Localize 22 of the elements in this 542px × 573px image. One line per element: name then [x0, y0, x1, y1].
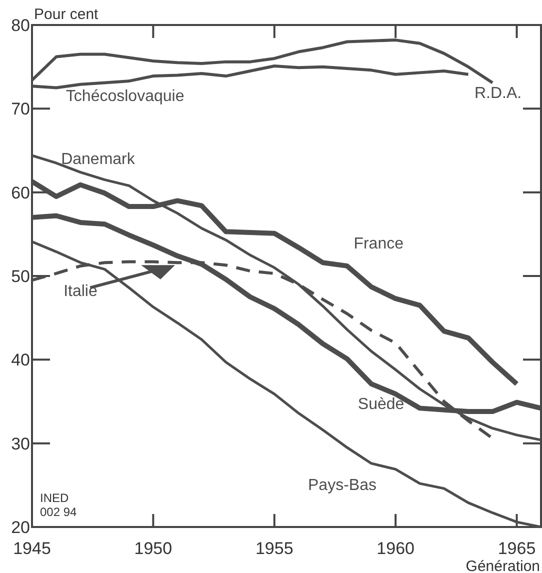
x-tick-label: 1965	[498, 539, 536, 558]
x-axis-title: Génération	[466, 558, 540, 573]
annotation: INED 002 94	[40, 491, 78, 519]
y-tick-label: 30	[11, 434, 30, 454]
x-tick-label: 1950	[134, 539, 172, 558]
series-label: France	[354, 235, 404, 252]
y-tick-label: 40	[11, 350, 30, 370]
series-label: Pays-Bas	[308, 477, 376, 494]
y-tick-label: 60	[11, 183, 30, 202]
y-tick-label: 20	[11, 518, 30, 537]
series-label: Tchécoslovaquie	[66, 88, 184, 106]
x-tick-label: 1960	[376, 539, 414, 558]
y-tick-label: 70	[11, 100, 30, 119]
y-axis-title: Pour cent	[34, 6, 100, 23]
x-tick-label: 1955	[255, 539, 294, 558]
y-tick-label: 80	[11, 16, 30, 35]
series-label: R.D.A.	[474, 84, 522, 102]
x-tick-label: 1945	[13, 539, 51, 558]
series-label: Suède	[358, 396, 404, 414]
series-label: Italie	[64, 283, 98, 300]
series-label: Danemark	[61, 150, 136, 168]
y-tick-label: 50	[11, 267, 30, 286]
